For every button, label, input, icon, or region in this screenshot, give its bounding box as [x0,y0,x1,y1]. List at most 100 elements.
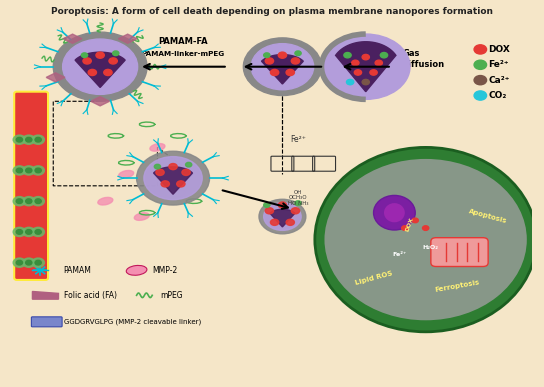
Circle shape [264,203,270,207]
Text: Poroptosis: A form of cell death depending on plasma membrane nanopores formatio: Poroptosis: A form of cell death dependi… [51,7,493,16]
Text: Ferroptosis: Ferroptosis [434,279,480,293]
Circle shape [370,70,377,75]
Circle shape [295,201,301,205]
Circle shape [270,69,279,75]
Circle shape [251,44,314,90]
Text: Fe²⁺: Fe²⁺ [392,252,407,257]
Polygon shape [336,42,396,92]
Circle shape [322,34,410,99]
Circle shape [286,219,294,225]
Ellipse shape [315,147,536,332]
Text: DOX: DOX [405,216,415,232]
Circle shape [412,218,418,223]
Text: GGDGRVGLPG (MMP-2 cleavable linker): GGDGRVGLPG (MMP-2 cleavable linker) [64,319,201,325]
Circle shape [109,58,118,64]
Polygon shape [270,209,295,227]
Circle shape [278,202,287,208]
Circle shape [154,164,160,169]
Polygon shape [33,291,58,299]
Text: diffusion: diffusion [402,60,444,69]
Circle shape [291,58,300,64]
Circle shape [291,208,300,214]
Circle shape [474,91,486,100]
Circle shape [295,51,301,56]
Polygon shape [75,52,125,87]
Ellipse shape [374,195,415,230]
Circle shape [13,135,26,144]
Text: PAMAM: PAMAM [64,266,91,275]
Circle shape [169,164,177,170]
Text: TEOS: TEOS [261,45,288,54]
Circle shape [35,229,41,234]
Circle shape [32,197,45,206]
Circle shape [26,168,32,173]
Polygon shape [63,34,82,43]
Circle shape [26,229,32,234]
Circle shape [35,137,41,142]
Circle shape [259,199,306,234]
Circle shape [177,181,185,187]
Circle shape [351,60,359,65]
Circle shape [16,199,22,204]
Ellipse shape [384,203,405,222]
Text: DOX: DOX [488,45,510,54]
Circle shape [26,199,32,204]
Circle shape [35,260,41,265]
Circle shape [13,197,26,206]
Circle shape [22,166,35,175]
Circle shape [362,55,369,60]
Circle shape [63,39,138,94]
Circle shape [16,260,22,265]
Circle shape [88,69,96,75]
Text: Apoptosis: Apoptosis [468,209,508,224]
Text: Folic acid (FA): Folic acid (FA) [64,291,116,300]
Circle shape [347,79,354,85]
Circle shape [380,53,388,58]
Circle shape [26,260,32,265]
Text: Ca²⁺: Ca²⁺ [264,57,285,65]
Circle shape [265,208,274,214]
Text: Lipid ROS: Lipid ROS [354,270,393,286]
Circle shape [22,197,35,206]
Circle shape [104,69,112,75]
Ellipse shape [119,171,134,178]
Circle shape [16,229,22,234]
Text: mPEG: mPEG [160,291,183,300]
Text: CO₂: CO₂ [488,91,506,100]
Circle shape [26,137,32,142]
Circle shape [22,258,35,267]
Circle shape [35,199,41,204]
Circle shape [265,58,274,64]
Circle shape [13,227,26,236]
Circle shape [16,168,22,173]
Text: Gas: Gas [402,49,419,58]
Circle shape [13,258,26,267]
Ellipse shape [150,144,165,151]
Circle shape [182,169,190,175]
Text: H₂O₂: H₂O₂ [423,245,439,250]
Polygon shape [46,73,65,82]
Circle shape [161,181,169,187]
Circle shape [16,137,22,142]
Circle shape [22,135,35,144]
Circle shape [423,226,429,230]
Circle shape [264,53,270,58]
Polygon shape [91,97,109,106]
FancyBboxPatch shape [14,92,48,280]
Circle shape [270,219,279,225]
Circle shape [137,151,209,205]
Ellipse shape [126,265,147,275]
Ellipse shape [98,197,113,205]
Circle shape [96,52,104,58]
Circle shape [32,258,45,267]
Text: PAMAM-FA: PAMAM-FA [159,37,208,46]
Polygon shape [262,55,304,84]
Circle shape [113,51,119,56]
Circle shape [83,58,91,64]
Circle shape [22,227,35,236]
Circle shape [474,45,486,54]
FancyBboxPatch shape [431,238,488,267]
Circle shape [264,203,301,230]
Circle shape [186,163,192,167]
Circle shape [375,60,382,65]
